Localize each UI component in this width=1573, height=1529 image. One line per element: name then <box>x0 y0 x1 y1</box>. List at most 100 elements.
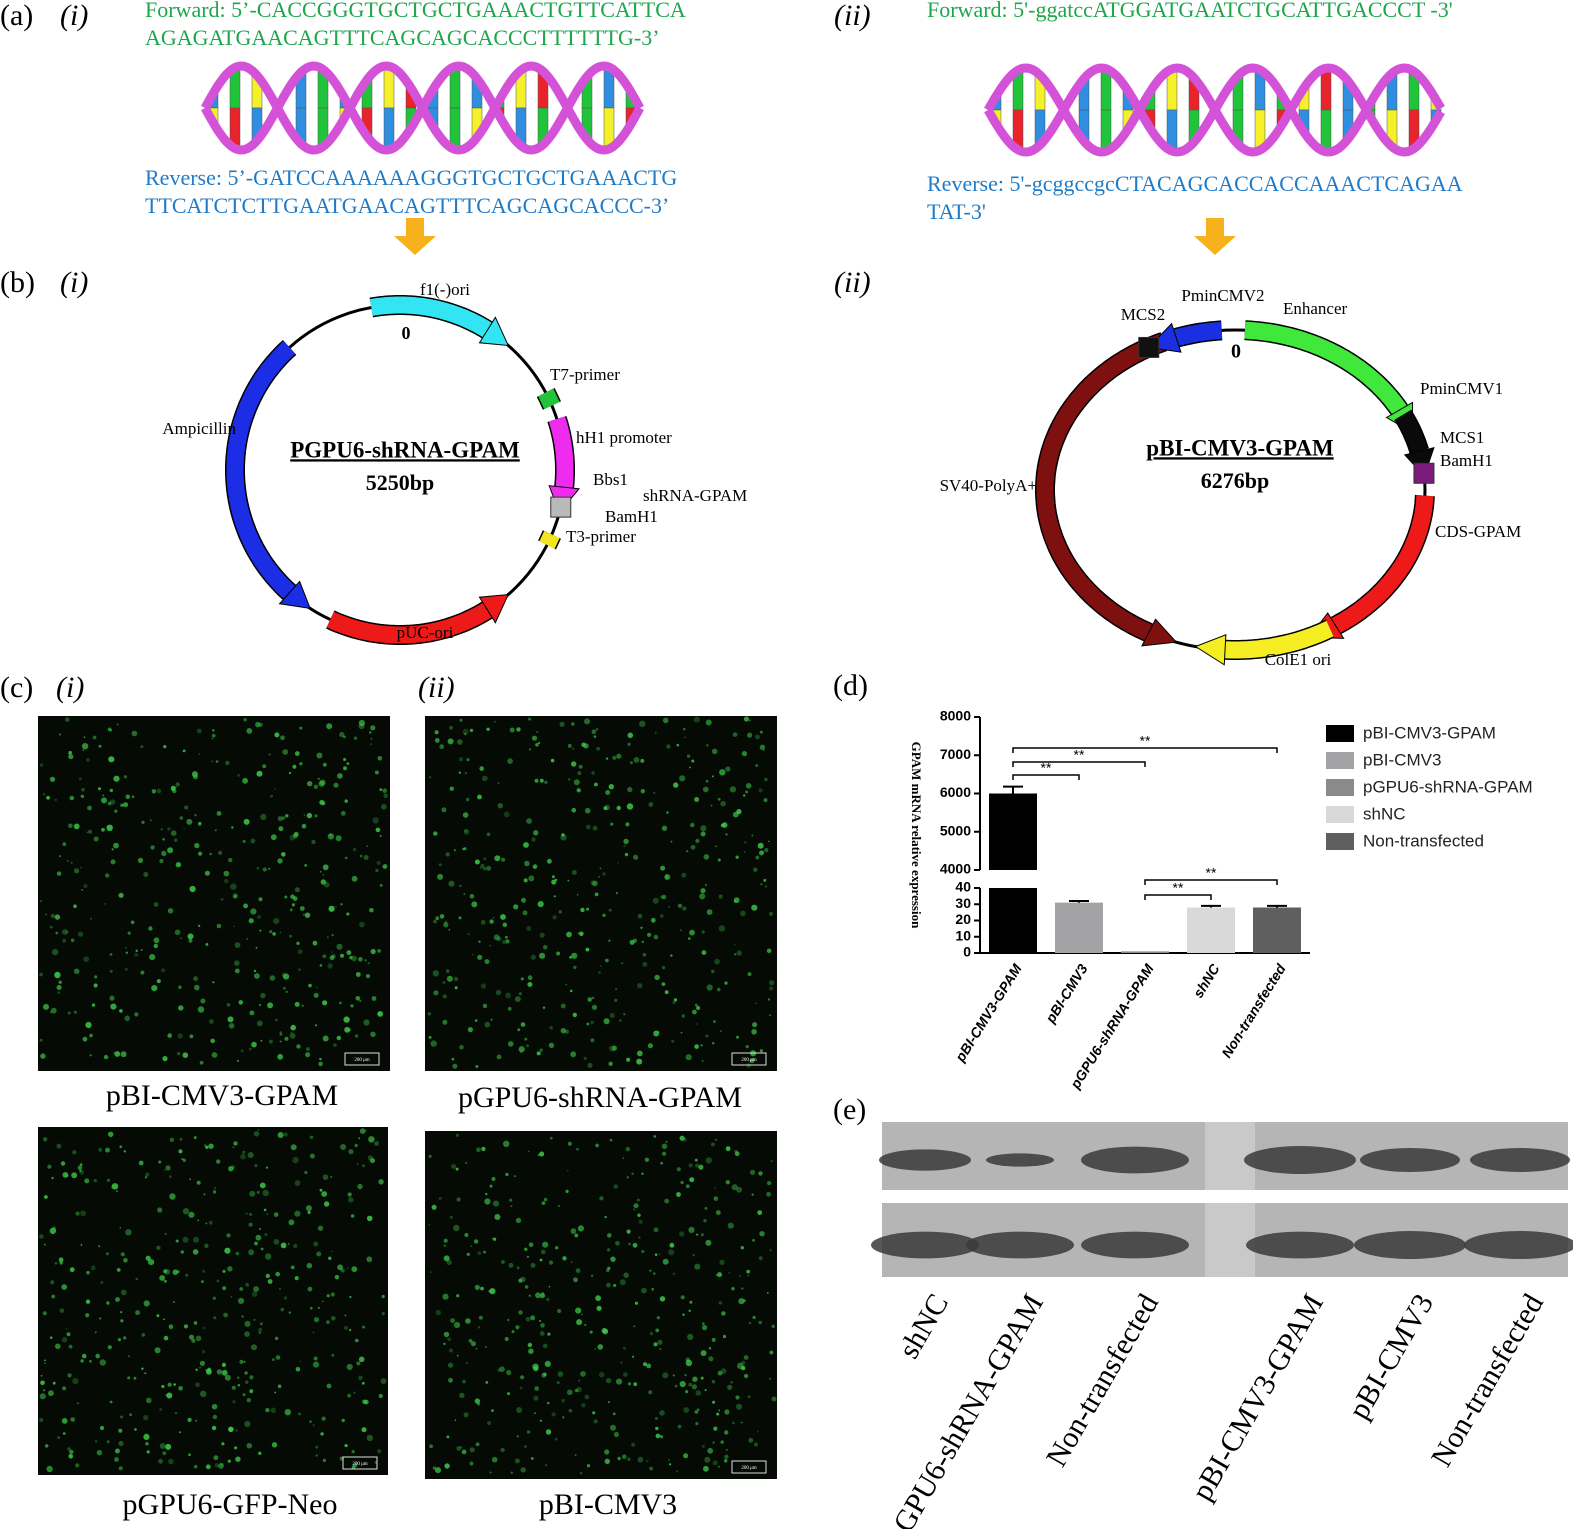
cell <box>762 749 765 752</box>
cell <box>528 1294 531 1297</box>
cell <box>322 954 327 959</box>
cell <box>724 981 728 985</box>
cell <box>701 1322 705 1326</box>
cell <box>755 764 759 767</box>
cell <box>492 1200 500 1207</box>
cell <box>51 948 59 956</box>
cell <box>83 736 86 738</box>
cell <box>571 807 577 813</box>
cell <box>178 1149 183 1154</box>
cell <box>314 1024 318 1027</box>
cell <box>720 1368 727 1374</box>
cell <box>235 1251 240 1256</box>
cell <box>502 940 507 945</box>
cell <box>248 1222 253 1227</box>
scale-bar-label: 200 μm <box>354 1058 369 1063</box>
cell <box>80 1210 87 1217</box>
cell <box>706 909 713 915</box>
cell <box>106 824 113 831</box>
cell <box>359 921 365 928</box>
cell <box>683 1453 689 1459</box>
cell <box>754 1002 757 1005</box>
cell <box>86 758 90 762</box>
cell <box>274 732 280 738</box>
cell <box>259 1182 266 1189</box>
cell <box>164 1269 171 1275</box>
cell <box>729 786 737 793</box>
cell <box>597 1344 604 1350</box>
cell <box>291 903 295 907</box>
cell <box>87 805 92 811</box>
cell <box>45 1444 49 1448</box>
cell <box>507 1392 510 1396</box>
cell <box>105 1147 110 1153</box>
cell <box>722 1334 727 1339</box>
cell <box>50 913 56 919</box>
cell <box>657 1339 663 1345</box>
cell <box>438 1196 442 1200</box>
cell <box>234 968 240 974</box>
cell <box>664 1198 670 1204</box>
cell <box>500 914 506 920</box>
cell <box>633 757 640 763</box>
cell <box>713 1426 718 1431</box>
cell <box>591 996 595 1000</box>
cell <box>172 1300 175 1304</box>
cell <box>241 1315 244 1318</box>
cell <box>94 1440 98 1443</box>
cell <box>369 743 373 746</box>
cell <box>96 1450 103 1456</box>
cell <box>753 1442 759 1447</box>
cell <box>694 797 700 802</box>
cell <box>326 936 329 939</box>
cell <box>237 1376 240 1379</box>
cell <box>743 716 750 722</box>
plasmid-feature <box>1224 620 1334 659</box>
cell <box>632 1355 635 1358</box>
cell <box>584 718 590 725</box>
cell <box>725 1146 731 1152</box>
cell <box>536 1051 541 1056</box>
cell <box>88 829 92 834</box>
cell <box>169 1175 172 1178</box>
cell <box>740 1246 744 1250</box>
cell <box>108 756 115 763</box>
cell <box>195 1335 202 1342</box>
cell <box>69 1449 74 1455</box>
cell <box>460 1446 463 1449</box>
significance-label: ** <box>1041 760 1052 776</box>
cell <box>683 1407 690 1413</box>
cell <box>365 1129 367 1132</box>
cell <box>619 1279 626 1286</box>
cell <box>688 1309 691 1313</box>
cell <box>289 908 293 912</box>
cell <box>704 1389 707 1392</box>
band <box>1464 1231 1573 1259</box>
cell <box>723 1459 728 1463</box>
cell <box>733 899 737 903</box>
cell <box>294 751 300 756</box>
cell <box>620 1361 623 1364</box>
cell <box>689 1300 693 1304</box>
cell <box>101 797 107 804</box>
cell <box>284 1036 289 1041</box>
cell <box>202 1326 205 1330</box>
cell <box>641 1249 645 1254</box>
cell <box>65 930 69 934</box>
cell <box>720 823 725 828</box>
cell <box>357 1183 363 1190</box>
cell <box>62 1172 69 1178</box>
cell <box>613 1431 620 1438</box>
cell <box>312 1331 315 1334</box>
cell <box>763 798 768 803</box>
cell <box>189 1178 191 1180</box>
cell <box>571 722 575 726</box>
cell <box>49 925 53 929</box>
cell <box>456 1294 460 1298</box>
cell <box>195 1382 200 1388</box>
cell <box>177 1033 183 1039</box>
y-tick-label: 40 <box>955 879 971 895</box>
cell <box>624 852 629 857</box>
cell <box>686 850 689 853</box>
